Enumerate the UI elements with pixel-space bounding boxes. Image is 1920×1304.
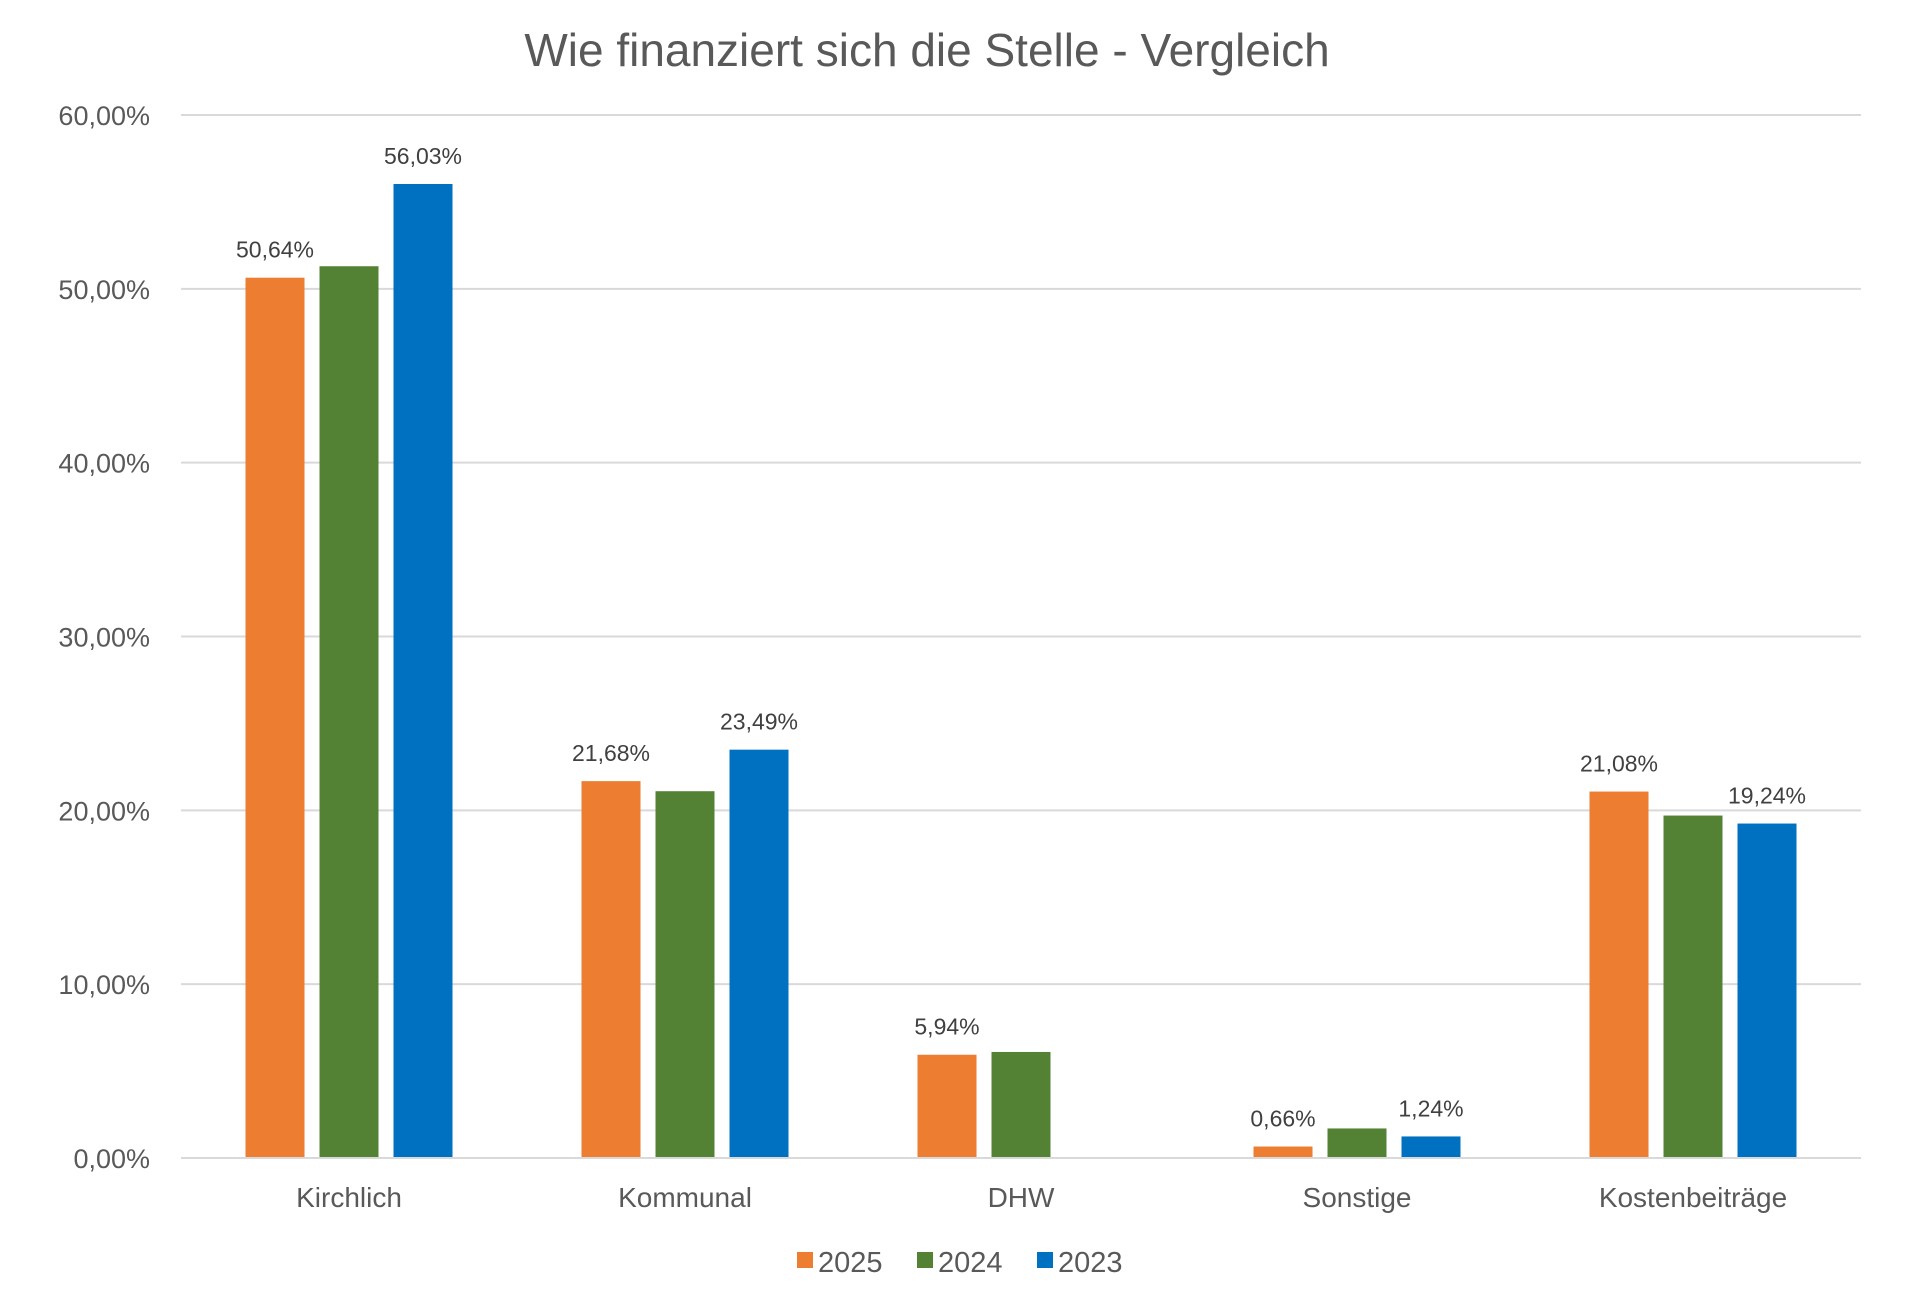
data-label: 19,24% bbox=[1728, 783, 1806, 809]
bar-2025-kostenbeiträge bbox=[1589, 791, 1649, 1158]
bar-2023-kirchlich bbox=[393, 184, 453, 1158]
bar-2025-dhw bbox=[917, 1054, 977, 1158]
y-tick-label: 20,00% bbox=[58, 796, 150, 826]
data-label: 1,24% bbox=[1398, 1095, 1463, 1121]
data-label: 0,66% bbox=[1250, 1106, 1315, 1132]
bar-2024-kommunal bbox=[655, 791, 715, 1158]
data-label: 21,08% bbox=[1580, 751, 1658, 777]
data-label: 23,49% bbox=[720, 709, 798, 735]
y-tick-label: 10,00% bbox=[58, 970, 150, 1000]
bar-2025-kirchlich bbox=[245, 277, 305, 1158]
x-tick-label: DHW bbox=[988, 1182, 1055, 1213]
data-label: 21,68% bbox=[572, 740, 650, 766]
legend-swatch-2025 bbox=[797, 1252, 813, 1268]
data-label: 50,64% bbox=[236, 237, 314, 263]
y-tick-label: 60,00% bbox=[58, 101, 150, 131]
bar-2023-kommunal bbox=[729, 749, 789, 1158]
y-tick-label: 40,00% bbox=[58, 449, 150, 479]
data-label: 56,03% bbox=[384, 143, 462, 169]
x-tick-label: Kostenbeiträge bbox=[1599, 1182, 1787, 1213]
y-tick-label: 50,00% bbox=[58, 275, 150, 305]
legend-swatch-2023 bbox=[1037, 1252, 1053, 1268]
legend-label: 2023 bbox=[1058, 1247, 1123, 1279]
bar-2024-sonstige bbox=[1327, 1128, 1387, 1158]
bar-2025-kommunal bbox=[581, 781, 641, 1158]
legend-label: 2025 bbox=[818, 1247, 883, 1279]
data-label: 5,94% bbox=[914, 1014, 979, 1040]
y-tick-label: 30,00% bbox=[58, 623, 150, 653]
x-axis: Kirchlich Kommunal DHW Sonstige Kostenbeiträ… bbox=[181, 1157, 1861, 1213]
y-tick-label: 0,00% bbox=[73, 1144, 150, 1174]
y-axis: 0,00% 10,00% 20,00% 30,00% 40,00% 50,00% 60,00… bbox=[58, 101, 150, 1174]
legend: 2025 2024 2023 bbox=[797, 1247, 1123, 1279]
legend-label: 2024 bbox=[938, 1247, 1003, 1279]
bars: 50,64% 56,03% 21,68% 23,49% 5,94% 0,66% 1,24% 2… bbox=[236, 143, 1806, 1158]
bar-2024-kostenbeiträge bbox=[1663, 815, 1723, 1158]
bar-2024-dhw bbox=[991, 1051, 1051, 1158]
x-tick-label: Sonstige bbox=[1303, 1182, 1412, 1213]
bar-2025-sonstige bbox=[1253, 1146, 1313, 1158]
x-tick-label: Kommunal bbox=[618, 1182, 752, 1213]
bar-2024-kirchlich bbox=[319, 266, 379, 1158]
chart-title: Wie finanziert sich die Stelle - Verglei… bbox=[524, 24, 1329, 76]
bar-2023-kostenbeiträge bbox=[1737, 823, 1797, 1158]
bar-2023-sonstige bbox=[1401, 1136, 1461, 1158]
x-tick-label: Kirchlich bbox=[296, 1182, 402, 1213]
legend-swatch-2024 bbox=[917, 1252, 933, 1268]
